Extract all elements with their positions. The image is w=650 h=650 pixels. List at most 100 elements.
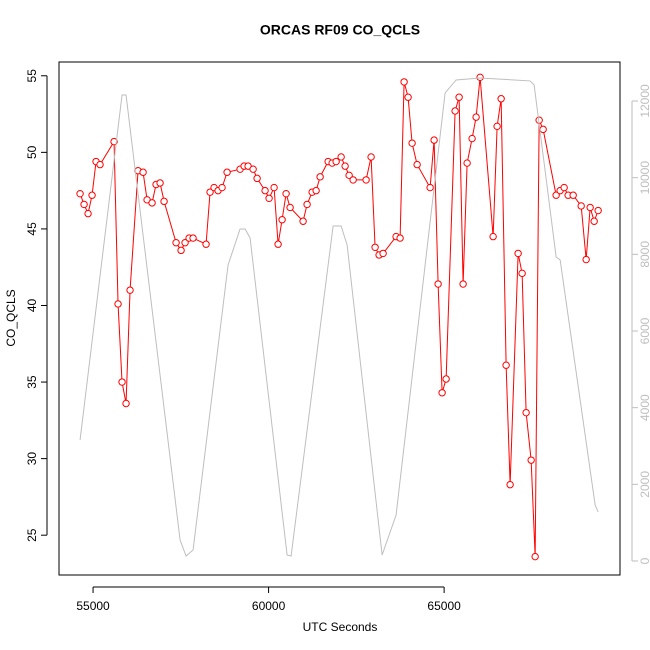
- data-point: [202, 240, 210, 248]
- x-tick-label: 60000: [252, 599, 286, 613]
- data-point: [522, 408, 530, 417]
- x-tick-label: 65000: [427, 599, 461, 613]
- data-point: [594, 206, 602, 215]
- y2-tick-label: 6000: [638, 317, 650, 344]
- data-point: [270, 183, 278, 192]
- data-point: [345, 171, 353, 180]
- data-point: [76, 189, 84, 198]
- data-point: [218, 183, 226, 192]
- y-tick-label: 35: [25, 375, 39, 389]
- data-point: [139, 168, 147, 176]
- data-point: [249, 165, 257, 173]
- data-point: [332, 157, 340, 166]
- y-tick-label: 55: [25, 69, 39, 83]
- y2-tick-label: 8000: [638, 241, 650, 268]
- series-line: [79, 77, 599, 557]
- data-point: [413, 160, 421, 169]
- data-point: [506, 480, 514, 489]
- data-point: [514, 249, 522, 258]
- data-point: [265, 194, 273, 202]
- data-point: [160, 197, 168, 206]
- data-point: [371, 243, 379, 251]
- y-tick-label: 30: [25, 452, 39, 466]
- data-point: [341, 162, 349, 170]
- data-point: [148, 199, 156, 207]
- data-point: [96, 160, 104, 169]
- data-point: [518, 269, 526, 278]
- data-point: [502, 361, 510, 369]
- data-point: [459, 280, 467, 288]
- data-point: [253, 174, 261, 183]
- data-point: [468, 134, 476, 143]
- data-point: [278, 216, 286, 224]
- data-point: [577, 202, 585, 210]
- data-point: [303, 200, 311, 209]
- data-point: [560, 183, 568, 192]
- chart-title: ORCAS RF09 CO_QCLS: [260, 22, 420, 38]
- data-point: [299, 217, 307, 225]
- plot-frame: [58, 61, 621, 576]
- data-point: [282, 189, 290, 198]
- data-point: [80, 200, 88, 209]
- data-point: [404, 93, 412, 101]
- data-point: [531, 552, 539, 561]
- data-point: [156, 179, 164, 187]
- data-point: [408, 139, 416, 147]
- x-tick-label: 55000: [76, 599, 110, 613]
- data-point: [181, 238, 189, 247]
- data-point: [362, 176, 370, 184]
- y-tick-label: 40: [25, 298, 39, 312]
- data-point: [539, 125, 547, 134]
- data-point: [206, 188, 214, 196]
- data-point: [122, 399, 130, 408]
- y-tick-label: 45: [25, 222, 39, 236]
- y2-tick-label: 2000: [638, 471, 650, 498]
- data-point: [400, 78, 408, 86]
- data-point: [223, 168, 231, 176]
- data-point: [312, 186, 320, 195]
- data-point: [434, 280, 442, 288]
- data-point: [316, 173, 324, 181]
- data-point: [552, 191, 560, 199]
- data-point: [590, 217, 598, 225]
- data-point: [126, 286, 134, 294]
- y-tick-label: 50: [25, 145, 39, 159]
- y2-tick-label: 0: [638, 557, 650, 564]
- y2-tick-label: 12000: [638, 84, 650, 118]
- data-point: [455, 93, 463, 101]
- data-point: [274, 240, 282, 248]
- data-point: [463, 159, 471, 167]
- data-point: [493, 122, 501, 131]
- y-tick-label: 25: [25, 528, 39, 542]
- data-point: [472, 113, 480, 121]
- y2-tick-label: 10000: [638, 161, 650, 195]
- data-point: [84, 209, 92, 218]
- data-point: [586, 203, 594, 212]
- data-point: [337, 153, 345, 161]
- y2-tick-label: 4000: [638, 394, 650, 421]
- data-point: [476, 73, 484, 82]
- data-point: [527, 456, 535, 464]
- data-point: [396, 234, 404, 242]
- data-point: [118, 378, 126, 386]
- data-point: [451, 107, 459, 115]
- data-point: [114, 300, 122, 308]
- data-point: [172, 238, 180, 247]
- data-point: [442, 375, 450, 383]
- data-point: [497, 95, 505, 103]
- series-line: [79, 77, 599, 557]
- data-point: [430, 136, 438, 144]
- data-point: [88, 191, 96, 199]
- data-point: [379, 249, 387, 258]
- data-point: [189, 234, 197, 242]
- data-point: [261, 186, 269, 195]
- data-point: [569, 191, 577, 199]
- y-axis-label: CO_QCLS: [4, 289, 18, 346]
- data-point: [110, 137, 118, 146]
- data-point: [349, 176, 357, 184]
- data-point: [582, 255, 590, 264]
- data-point: [177, 246, 185, 255]
- data-point: [286, 203, 294, 212]
- data-point: [426, 183, 434, 192]
